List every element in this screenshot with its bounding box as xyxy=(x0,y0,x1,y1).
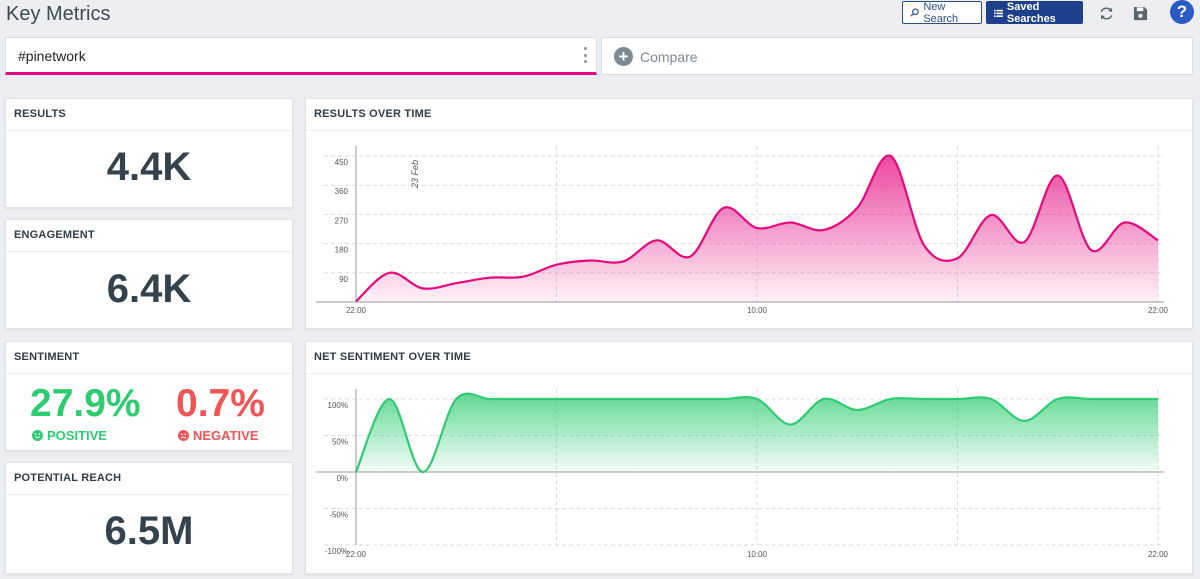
negative-label-row: NEGATIVE xyxy=(178,428,259,443)
search-query-box[interactable]: #pinetwork xyxy=(5,37,597,75)
y-tick-label: 270 xyxy=(335,216,349,225)
x-tick-label: 22:00 xyxy=(1148,306,1169,315)
results-over-time-card: RESULTS OVER TIME 90 180 270 360 450 22:00 10:… xyxy=(305,98,1193,329)
results-card: RESULTS 4.4K xyxy=(5,98,293,208)
y-tick-label: -100% xyxy=(325,547,348,556)
refresh-button[interactable] xyxy=(1097,4,1115,22)
compare-label: Compare xyxy=(640,49,698,65)
y-tick-label: 50% xyxy=(332,438,348,447)
save-button[interactable] xyxy=(1131,4,1149,22)
search-query-text: #pinetwork xyxy=(18,48,86,64)
plus-circle-icon: + xyxy=(614,47,633,66)
potential-reach-header: POTENTIAL REACH xyxy=(6,463,292,495)
series-line xyxy=(354,392,1158,474)
results-value: 4.4K xyxy=(106,145,192,189)
x-tick-label: 10:00 xyxy=(747,306,768,315)
x-tick-label: 22:00 xyxy=(1148,550,1169,559)
x-tick-label: 10:00 xyxy=(747,550,768,559)
positive-label: POSITIVE xyxy=(47,428,107,443)
refresh-icon xyxy=(1100,6,1112,20)
help-button[interactable]: ? xyxy=(1170,0,1194,24)
y-tick-label: 180 xyxy=(335,246,349,255)
floppy-disk-icon xyxy=(1133,6,1147,20)
net-sentiment-card: NET SENTIMENT OVER TIME 100% 50% 0% -50% -10… xyxy=(305,341,1193,574)
potential-reach-card: POTENTIAL REACH 6.5M xyxy=(5,462,293,574)
new-search-button[interactable]: New Search xyxy=(902,0,982,25)
engagement-card: ENGAGEMENT 6.4K xyxy=(5,219,293,329)
date-annotation: 23 Feb xyxy=(410,160,420,189)
compare-button[interactable]: + Compare xyxy=(601,37,1193,75)
potential-reach-value: 6.5M xyxy=(104,509,194,553)
engagement-value: 6.4K xyxy=(106,267,192,311)
more-options-icon[interactable] xyxy=(582,47,588,63)
positive-label-row: POSITIVE xyxy=(32,428,107,443)
sentiment-header: SENTIMENT xyxy=(6,342,292,374)
results-over-time-title: RESULTS OVER TIME xyxy=(306,99,1192,131)
y-tick-label: 100% xyxy=(328,401,348,410)
series-area xyxy=(356,393,1158,472)
saved-searches-button[interactable]: Saved Searches xyxy=(986,0,1083,25)
net-sentiment-chart: 100%50%0%-50%-100%22:00 10:00 22:00 xyxy=(316,389,1169,559)
y-tick-label: -50% xyxy=(329,511,348,520)
list-icon xyxy=(994,9,1003,17)
results-over-time-chart: 90 180 270 360 450 22:00 10:00 22:00 23 Feb xyxy=(316,146,1169,315)
negative-label: NEGATIVE xyxy=(193,428,259,443)
sentiment-card: SENTIMENT 27.9% 0.7% POSITIVE NEGATIVE xyxy=(5,341,293,451)
y-tick-label: 0% xyxy=(336,474,348,483)
top-bar: Key Metrics New Search Saved Searches xyxy=(0,0,1200,32)
x-tick-label: 22:00 xyxy=(346,550,367,559)
frown-face-icon xyxy=(178,430,189,441)
series-line xyxy=(355,154,1159,303)
y-tick-label: 90 xyxy=(339,275,348,284)
y-tick-label: 450 xyxy=(335,158,349,167)
saved-searches-label: Saved Searches xyxy=(1006,0,1056,25)
net-sentiment-title: NET SENTIMENT OVER TIME xyxy=(306,342,1192,374)
engagement-header: ENGAGEMENT xyxy=(6,220,292,252)
y-tick-label: 360 xyxy=(335,187,349,196)
negative-sentiment-value: 0.7% xyxy=(176,382,265,425)
smile-face-icon xyxy=(32,430,43,441)
positive-sentiment-value: 27.9% xyxy=(30,382,141,425)
new-search-label: New Search xyxy=(923,0,959,25)
results-header: RESULTS xyxy=(6,99,292,131)
search-icon xyxy=(910,8,919,17)
page-title: Key Metrics xyxy=(6,3,111,25)
x-tick-label: 22:00 xyxy=(346,306,367,315)
